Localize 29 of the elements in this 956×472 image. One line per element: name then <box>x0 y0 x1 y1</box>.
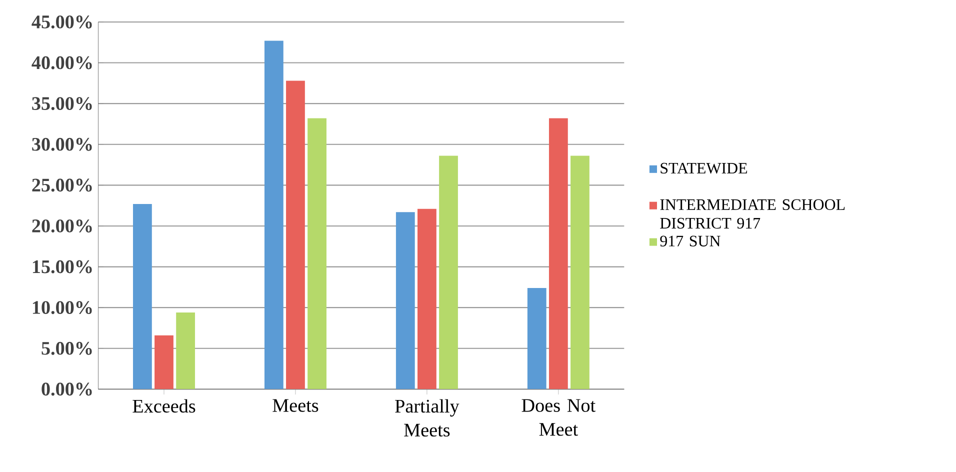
y-tick-label: 45.00% <box>32 15 92 28</box>
bar <box>548 118 568 390</box>
bar <box>286 80 305 390</box>
x-tick-label: Does Not Meet <box>522 399 596 436</box>
x-tick-label: Meets <box>272 399 318 412</box>
y-tick-label: 15.00% <box>32 260 92 274</box>
bar <box>308 118 326 390</box>
bar <box>527 288 546 390</box>
bar <box>264 40 284 390</box>
y-tick-label: 25.00% <box>32 178 92 192</box>
bar <box>133 204 152 390</box>
y-tick-label: 35.00% <box>32 96 92 110</box>
bar <box>439 156 458 390</box>
bar <box>396 212 415 390</box>
legend-label: INTERMEDIATE SCHOOL DISTRICT 917 <box>660 199 845 228</box>
x-tick-label: Partially Meets <box>395 399 460 436</box>
legend-label: 917 SUN <box>660 236 720 246</box>
y-tick-label: 30.00% <box>32 138 92 151</box>
bar <box>176 312 195 390</box>
y-tick-label: 5.00% <box>42 342 92 355</box>
legend-label: STATEWIDE <box>660 162 748 174</box>
y-tick-label: 10.00% <box>32 300 92 314</box>
bar <box>154 335 174 390</box>
y-tick-label: 40.00% <box>32 56 92 70</box>
y-tick-label: 0.00% <box>42 382 92 396</box>
x-tick-label: Exceeds <box>132 399 196 412</box>
bar <box>570 156 590 390</box>
y-tick-label: 20.00% <box>32 219 92 232</box>
bar <box>418 208 436 390</box>
